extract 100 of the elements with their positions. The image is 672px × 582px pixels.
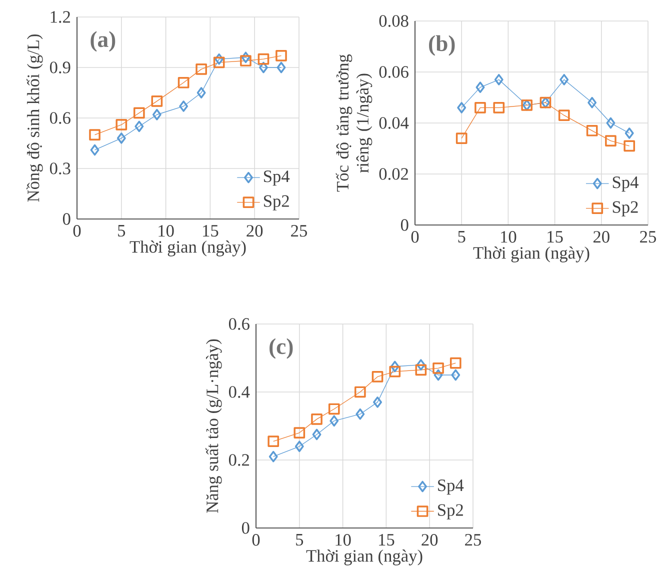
point: [456, 132, 468, 144]
x-tick-label: 20: [593, 231, 610, 243]
x-tick-label: 20: [422, 534, 438, 546]
point: [416, 359, 426, 370]
x-tick-label: 20: [246, 225, 263, 237]
point: [451, 369, 460, 381]
point: [389, 366, 401, 378]
legend-label: Sp2: [438, 504, 463, 520]
point: [624, 128, 634, 139]
point: [588, 96, 597, 108]
annotation: (c): [270, 338, 293, 359]
annotation: (a): [90, 31, 116, 52]
legend-label: Sp4: [264, 170, 290, 186]
x-tick-label: 15: [203, 225, 218, 237]
y-tick-label: 1.2: [50, 11, 70, 23]
point: [372, 371, 384, 382]
y-tick-label: 0.08: [379, 15, 408, 27]
y-tick-label: 0.3: [50, 162, 70, 174]
point: [268, 450, 278, 462]
y-tick-label: 0: [242, 522, 250, 534]
x-axis-title: Thời gian (ngày): [473, 246, 590, 262]
point: [268, 436, 280, 447]
legend-label: Sp4: [438, 479, 464, 495]
point: [558, 110, 570, 122]
point: [312, 428, 322, 440]
x-tick-label: 10: [336, 534, 351, 546]
y-axis-title: Tốc độ tăng trưởng riêng (1/ngày): [336, 54, 372, 192]
y-tick-label: 0.4: [228, 386, 250, 398]
x-tick-label: 0: [252, 534, 260, 546]
point: [434, 369, 443, 381]
point: [560, 74, 569, 86]
point: [240, 55, 252, 66]
x-tick-label: 25: [465, 534, 481, 546]
point: [606, 117, 616, 129]
point: [134, 120, 144, 132]
x-tick-label: 5: [458, 231, 466, 243]
point: [294, 440, 304, 452]
point: [179, 100, 188, 112]
point: [494, 74, 504, 86]
x-tick-label: 10: [158, 225, 174, 237]
point: [311, 414, 322, 425]
x-tick-label: 5: [118, 225, 126, 237]
x-tick-label: 0: [73, 225, 81, 237]
legend-label: Sp4: [612, 176, 638, 192]
x-tick-label: 5: [296, 534, 304, 546]
y-tick-label: 0.02: [379, 168, 408, 180]
point: [450, 357, 462, 369]
y-tick-label: 0.6: [228, 318, 250, 330]
point: [213, 56, 225, 68]
point: [415, 364, 427, 376]
point: [116, 132, 126, 144]
point: [241, 52, 250, 64]
y-tick-label: 0.9: [50, 62, 70, 74]
x-tick-label: 15: [548, 231, 563, 243]
point: [90, 144, 100, 156]
point: [133, 107, 145, 119]
point: [152, 108, 162, 120]
point: [328, 403, 340, 415]
y-tick-label: 0.6: [50, 112, 70, 124]
legend-label: Sp2: [264, 195, 289, 210]
point: [354, 386, 366, 398]
x-axis-title: Thời gian (ngày): [306, 550, 422, 566]
point: [196, 87, 206, 98]
x-tick-label: 15: [379, 534, 394, 546]
y-axis-title: Nồng độ sinh khối (g/L): [26, 34, 43, 202]
y-tick-label: 0: [62, 213, 70, 225]
point: [151, 95, 163, 107]
y-tick-label: 0.2: [228, 454, 250, 466]
point: [390, 360, 400, 372]
y-tick-label: 0.04: [379, 117, 409, 129]
point: [493, 102, 505, 114]
point: [89, 129, 100, 140]
point: [196, 64, 207, 75]
point: [276, 62, 286, 74]
point: [586, 124, 598, 136]
y-tick-label: 0.06: [379, 66, 408, 78]
point: [356, 408, 365, 420]
point: [294, 427, 306, 438]
x-axis-title: Thời gian (ngày): [130, 240, 246, 256]
point: [605, 135, 616, 147]
point: [276, 50, 287, 62]
annotation: (b): [429, 35, 455, 56]
x-tick-label: 25: [640, 231, 656, 243]
point: [373, 396, 382, 408]
point: [116, 119, 128, 130]
point: [259, 62, 268, 74]
point: [457, 102, 466, 114]
point: [214, 53, 224, 65]
point: [624, 140, 636, 152]
legend-label: Sp2: [612, 201, 638, 216]
x-tick-label: 10: [501, 231, 516, 243]
point: [474, 102, 486, 114]
point: [258, 53, 270, 65]
point: [330, 415, 339, 427]
point: [432, 362, 444, 374]
x-tick-label: 25: [291, 225, 307, 237]
x-tick-label: 0: [411, 231, 419, 243]
y-axis-title: Năng suất tảo (g/L·ngày): [206, 339, 222, 513]
point: [178, 76, 190, 88]
point: [476, 82, 485, 93]
